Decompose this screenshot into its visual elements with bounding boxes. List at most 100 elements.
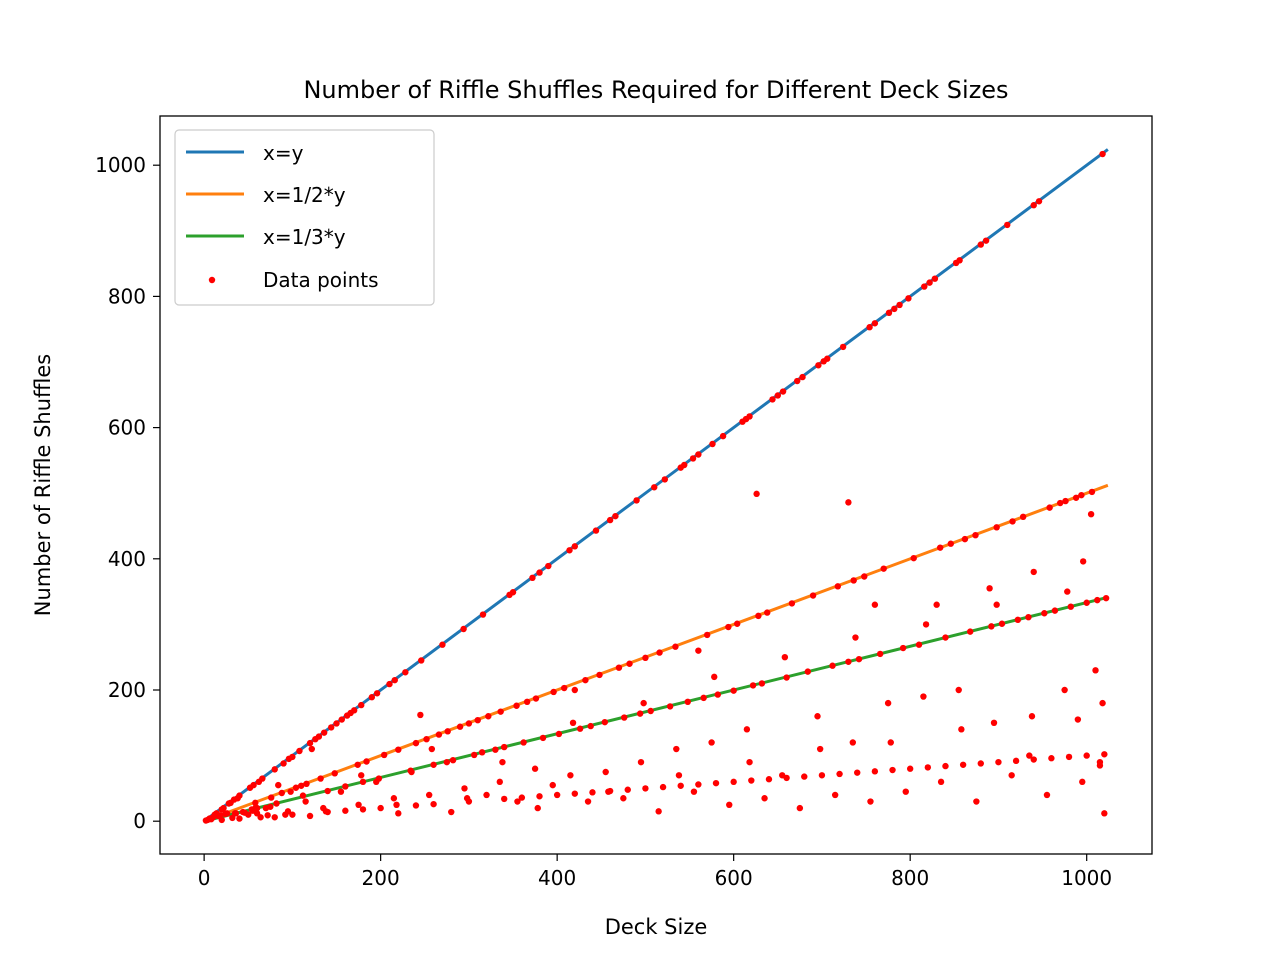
data-point	[529, 574, 536, 582]
data-point	[1102, 594, 1110, 602]
data-point	[831, 791, 839, 799]
data-point	[333, 720, 340, 727]
data-point	[624, 786, 631, 793]
data-point	[958, 726, 965, 733]
data-point	[391, 676, 398, 684]
data-point	[933, 601, 940, 608]
data-point	[514, 798, 521, 805]
data-point	[1101, 810, 1108, 817]
data-point	[783, 674, 790, 681]
data-point	[342, 807, 349, 814]
legend-label-x-eq-half-y: x=1/2*y	[263, 183, 346, 207]
data-point	[988, 623, 995, 630]
data-point	[218, 816, 225, 824]
y-axis-label: Number of Riffle Shuffles	[31, 354, 55, 616]
data-point	[324, 787, 331, 795]
data-point	[273, 800, 280, 807]
data-point	[531, 765, 539, 772]
plot-area	[202, 148, 1110, 824]
data-point	[402, 669, 409, 676]
data-point	[287, 788, 294, 795]
data-point	[920, 693, 927, 700]
y-tick-label: 600	[108, 416, 146, 440]
y-tick-label: 800	[108, 284, 146, 308]
data-point	[947, 540, 954, 547]
data-point	[496, 778, 503, 786]
data-point	[753, 490, 760, 498]
y-tick-label: 0	[133, 809, 146, 833]
data-point	[942, 762, 949, 770]
data-point	[755, 612, 762, 620]
data-point	[1088, 488, 1096, 496]
data-point	[592, 527, 600, 534]
data-point	[779, 388, 787, 395]
data-point	[250, 781, 257, 789]
data-point	[799, 373, 806, 381]
data-point	[1079, 778, 1086, 786]
data-point	[280, 760, 287, 767]
data-point	[220, 804, 227, 812]
data-point	[661, 476, 669, 483]
data-point	[567, 772, 574, 779]
data-point	[655, 808, 662, 815]
x-tick-label: 400	[538, 866, 576, 890]
data-point	[636, 710, 644, 717]
data-point	[606, 516, 614, 524]
data-point	[642, 654, 649, 662]
data-point	[850, 577, 857, 584]
data-point	[561, 684, 568, 692]
data-point	[1025, 613, 1032, 621]
data-point	[621, 714, 628, 721]
data-point	[955, 686, 962, 694]
legend-label-x-eq-third-y: x=1/3*y	[263, 225, 346, 249]
data-point	[444, 728, 451, 735]
data-point	[942, 634, 949, 641]
data-point	[896, 301, 903, 309]
data-point	[337, 788, 345, 795]
y-axis-ticks: 0 200 400 600 800 1000	[95, 153, 160, 833]
data-point	[708, 739, 715, 746]
data-point	[1026, 752, 1033, 759]
data-point	[794, 377, 801, 385]
data-point	[993, 524, 1000, 531]
chart-title: Number of Riffle Shuffles Required for D…	[303, 76, 1008, 104]
data-point	[306, 812, 314, 820]
data-point	[656, 649, 663, 656]
data-point	[861, 573, 868, 580]
data-point	[550, 688, 557, 696]
data-point	[377, 804, 384, 812]
data-point	[959, 761, 967, 768]
data-point	[816, 745, 824, 753]
data-point	[359, 806, 367, 813]
data-point	[1009, 518, 1016, 525]
data-point	[866, 324, 873, 331]
data-point	[465, 720, 473, 727]
data-point	[672, 643, 679, 650]
data-point	[637, 758, 645, 766]
data-point	[633, 497, 640, 504]
data-point	[418, 657, 425, 664]
data-point	[915, 641, 923, 648]
data-point	[801, 773, 808, 780]
data-point	[743, 726, 751, 733]
data-point	[852, 634, 859, 641]
data-point	[818, 772, 826, 779]
data-point	[814, 713, 821, 720]
data-point	[292, 784, 300, 791]
data-point	[236, 792, 243, 799]
data-point	[681, 461, 688, 469]
data-point	[566, 547, 573, 554]
data-point	[479, 611, 487, 618]
data-point	[995, 758, 1002, 766]
data-point	[1035, 198, 1043, 205]
data-point	[536, 569, 543, 576]
data-point	[966, 628, 974, 635]
data-point	[709, 440, 716, 448]
data-point	[834, 583, 842, 590]
data-point	[677, 782, 684, 789]
data-point	[267, 803, 274, 810]
data-point	[1048, 755, 1055, 762]
data-point	[836, 770, 843, 778]
y-tick-label: 1000	[95, 153, 146, 177]
data-point	[520, 739, 527, 746]
